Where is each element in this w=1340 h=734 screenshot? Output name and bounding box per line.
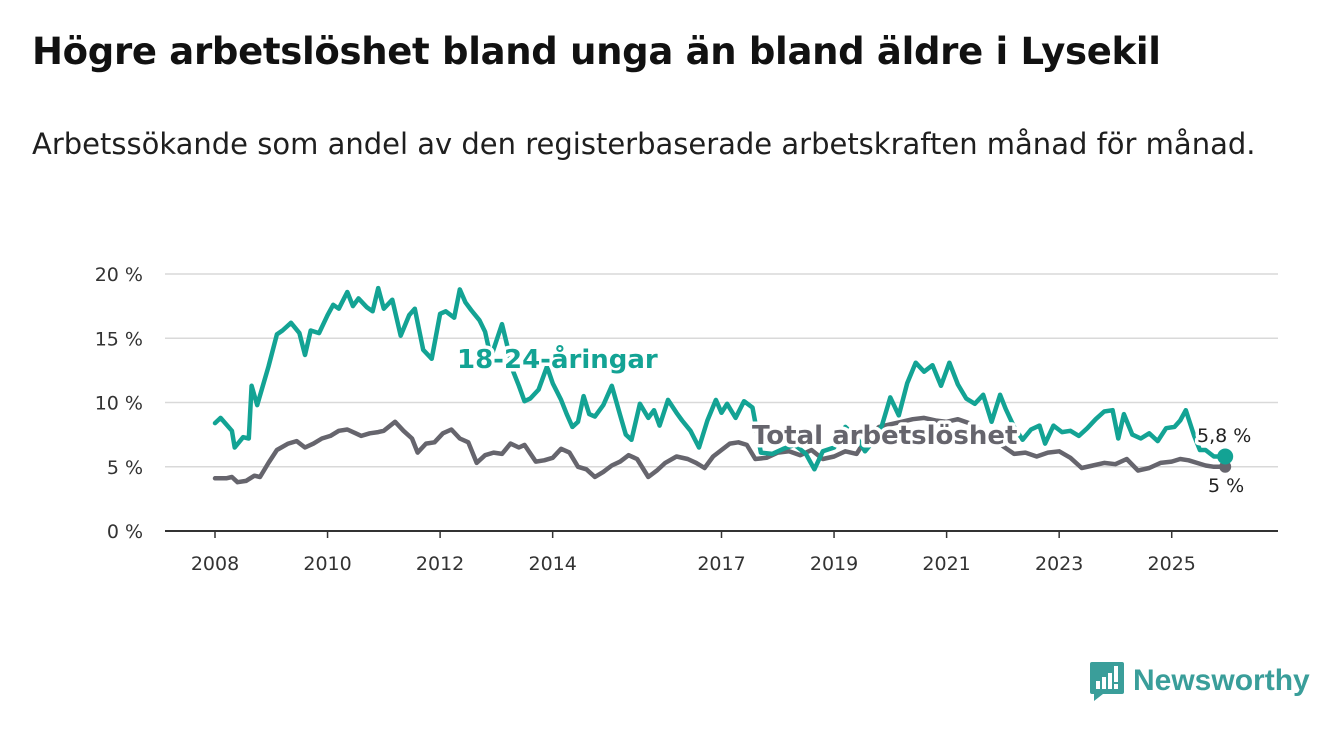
- grid-lines: [165, 273, 1278, 468]
- chart-title: Högre arbetslöshet bland unga än bland ä…: [32, 30, 1161, 73]
- brand-name: Newsworthy: [1133, 664, 1310, 697]
- y-tick-label: 15 %: [95, 328, 143, 350]
- series-label-youth: 18-24-åringar: [457, 343, 658, 375]
- series-labels: 18-24-åringar Total arbetslöshet 5,8 % 5 %: [454, 340, 1255, 501]
- x-tick-label: 2025: [1148, 553, 1196, 575]
- x-tick-label: 2019: [810, 553, 858, 575]
- x-tick-label: 2008: [191, 553, 239, 575]
- newsworthy-logo-icon: [1090, 662, 1124, 701]
- newsworthy-brand[interactable]: Newsworthy: [1089, 660, 1310, 702]
- end-value-total: 5 %: [1208, 475, 1244, 497]
- y-tick-label: 10 %: [95, 393, 143, 415]
- chart-subtitle: Arbetssökande som andel av den registerb…: [32, 127, 1256, 161]
- x-tick-label: 2012: [416, 553, 464, 575]
- x-tick-label: 2014: [528, 553, 576, 575]
- x-tick-label: 2017: [697, 553, 745, 575]
- x-tick-label: 2021: [922, 553, 970, 575]
- series-lines: [212, 285, 1234, 485]
- y-tick-label: 0 %: [107, 521, 143, 543]
- line-chart: 0 %5 %10 %15 %20 % 2008 2010 2012 2014 2017 2…: [95, 264, 1278, 575]
- end-value-youth: 5,8 %: [1197, 425, 1251, 447]
- series-end-point: [1217, 448, 1234, 465]
- y-tick-label: 20 %: [95, 264, 143, 286]
- series-label-total: Total arbetslöshet: [752, 421, 1017, 451]
- x-tick-label: 2010: [303, 553, 351, 575]
- y-axis-ticks: 0 % 5 % 10 % 15 % 20 %: [95, 264, 143, 543]
- y-tick-label: 5 %: [107, 457, 143, 479]
- series-line-total: [212, 415, 1228, 485]
- x-axis-ticks: 2008 2010 2012 2014 2017 2019 2021 2023 2025: [165, 530, 1278, 575]
- x-tick-label: 2023: [1035, 553, 1083, 575]
- series-line-youth: [212, 285, 1228, 472]
